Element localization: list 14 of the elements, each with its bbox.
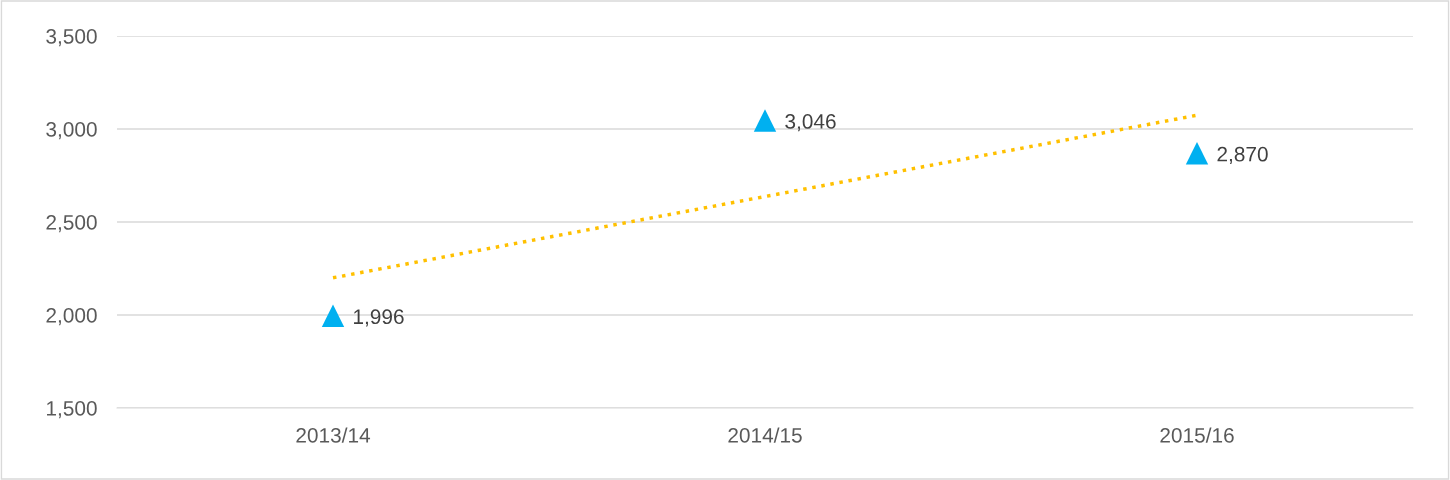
x-tick-label: 2015/16 <box>1160 427 1234 443</box>
x-tick-label: 2014/15 <box>728 427 802 443</box>
x-tick-label: 2013/14 <box>296 427 371 443</box>
y-tick-label: 3,500 <box>46 29 97 47</box>
point <box>1185 141 1209 165</box>
y-tick-label: 3,000 <box>46 122 97 140</box>
point <box>753 109 777 132</box>
y-tick-label: 2,000 <box>46 308 97 326</box>
data-label: 3,046 <box>785 114 836 132</box>
y-tick-label: 1,500 <box>47 401 97 419</box>
y-tick-label: 2,500 <box>46 215 97 233</box>
point <box>321 304 345 327</box>
data-label: 2,870 <box>1217 146 1268 165</box>
data-label: 1,996 <box>354 309 404 327</box>
